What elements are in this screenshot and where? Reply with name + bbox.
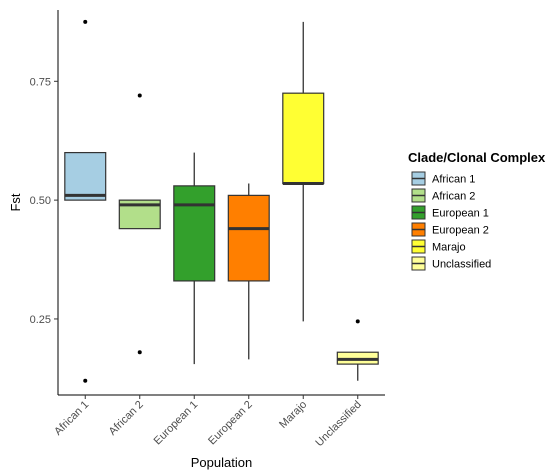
x-tick-label: Marajo	[277, 399, 309, 431]
legend-item: African 1	[411, 171, 475, 186]
legend-label: European 1	[432, 208, 489, 220]
outlier-point	[83, 378, 88, 383]
legend-item: Marajo	[411, 239, 466, 254]
legend-label: African 1	[432, 174, 475, 186]
legend-label: Marajo	[432, 242, 466, 254]
box-body	[227, 194, 270, 282]
box-european-1	[173, 152, 216, 365]
legend-label: African 2	[432, 191, 475, 203]
x-tick-label: Unclassified	[313, 399, 363, 449]
box-african-1	[64, 19, 107, 383]
outlier-point	[355, 319, 360, 324]
outlier-point	[137, 93, 142, 98]
y-tick-label: 0.50	[30, 195, 51, 207]
legend-title: Clade/Clonal Complex	[408, 150, 546, 165]
box-african-2	[118, 93, 161, 355]
legend-label: Unclassified	[432, 259, 491, 271]
outlier-point	[137, 350, 142, 355]
box-marajo	[282, 21, 325, 322]
box-body	[64, 151, 107, 201]
y-tick-label: 0.75	[30, 76, 51, 88]
x-tick-label: African 2	[107, 399, 146, 438]
legend-item: Unclassified	[411, 256, 491, 271]
x-tick-label: African 1	[52, 399, 91, 438]
x-axis-title: Population	[191, 455, 252, 470]
legend: Clade/Clonal Complex African 1 African 2 E…	[408, 150, 546, 271]
box-european-2	[227, 183, 270, 360]
y-tick-label: 0.25	[30, 314, 51, 326]
legend-label: European 2	[432, 225, 489, 237]
box-unclassified	[336, 319, 379, 381]
outlier-point	[83, 19, 88, 24]
legend-item: European 2	[411, 222, 489, 237]
box-body	[282, 92, 325, 185]
x-ticks: African 1 African 2 European 1 European 2 Ma…	[52, 395, 364, 449]
legend-item: African 2	[411, 188, 475, 203]
x-tick-label: European 1	[152, 399, 201, 448]
y-ticks: 0.25 0.50 0.75	[30, 76, 58, 326]
y-axis-title: Fst	[8, 193, 23, 211]
x-tick-label: European 2	[206, 399, 255, 448]
box-body	[173, 185, 216, 282]
legend-item: European 1	[411, 205, 489, 220]
plot-area	[64, 19, 379, 383]
